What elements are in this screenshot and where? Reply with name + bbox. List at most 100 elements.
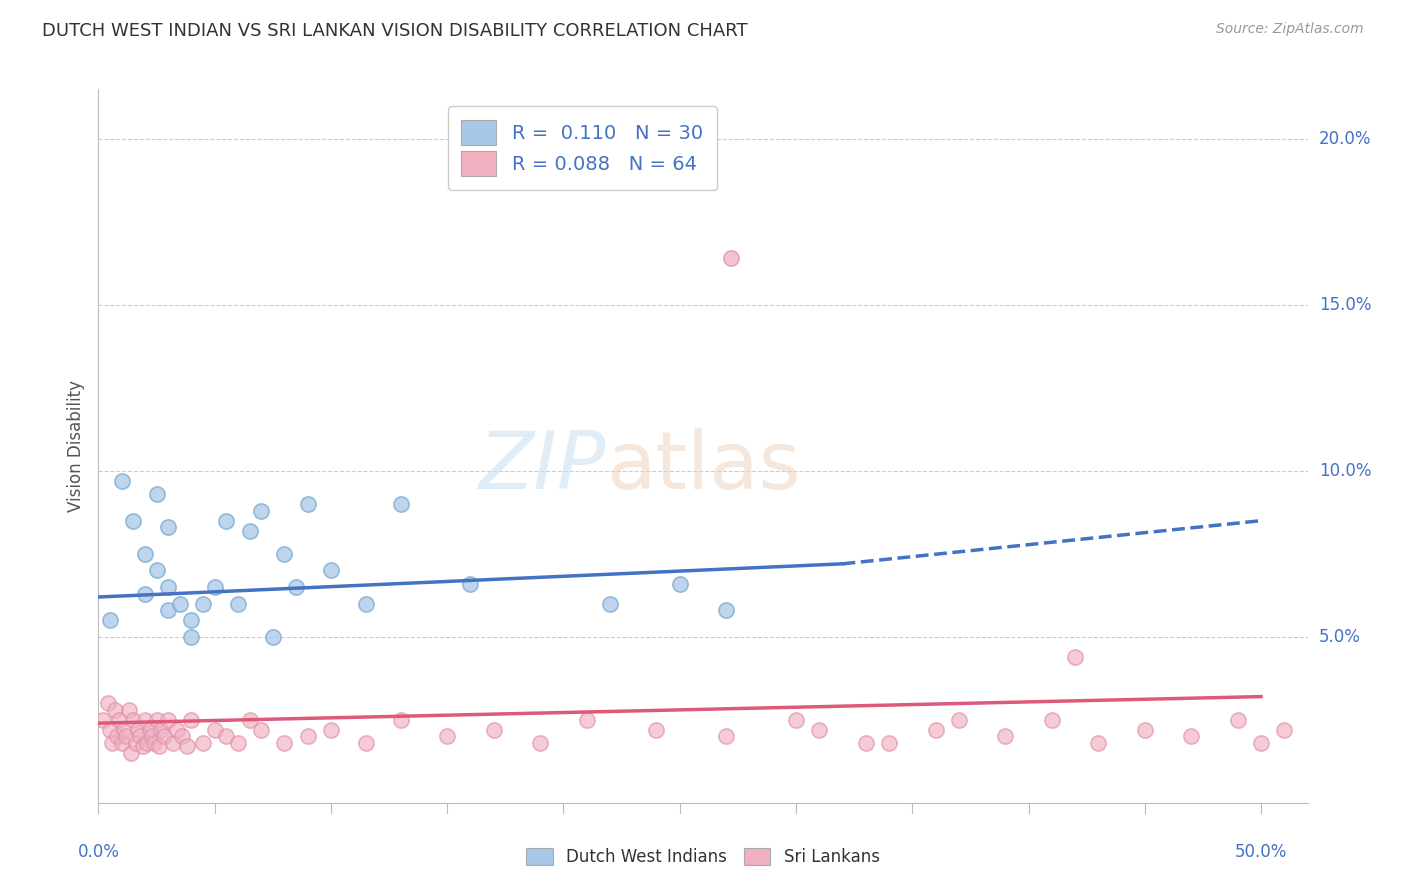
Point [148, 739, 170, 754]
Text: atlas: atlas [606, 428, 800, 507]
Point [354, 597, 377, 611]
Point [124, 736, 146, 750]
Point [191, 597, 214, 611]
Point [134, 587, 156, 601]
Point [1040, 713, 1063, 727]
Point [162, 736, 184, 750]
Text: DUTCH WEST INDIAN VS SRI LANKAN VISION DISABILITY CORRELATION CHART: DUTCH WEST INDIAN VS SRI LANKAN VISION D… [42, 22, 748, 40]
Point [668, 576, 690, 591]
Point [273, 547, 295, 561]
Point [157, 580, 180, 594]
Point [1272, 723, 1295, 737]
Point [226, 736, 249, 750]
Point [436, 730, 458, 744]
Point [91, 713, 114, 727]
Point [262, 630, 284, 644]
Point [98, 613, 121, 627]
Text: ZIP: ZIP [479, 428, 606, 507]
Point [180, 713, 202, 727]
Point [166, 723, 188, 737]
Point [785, 713, 807, 727]
Point [389, 497, 412, 511]
Point [460, 576, 482, 591]
Point [645, 723, 668, 737]
Point [108, 713, 131, 727]
Point [716, 603, 738, 617]
Point [134, 713, 156, 727]
Text: 20.0%: 20.0% [1319, 130, 1372, 148]
Point [143, 736, 166, 750]
Y-axis label: Vision Disability: Vision Disability [66, 380, 84, 512]
Point [157, 520, 180, 534]
Point [877, 736, 900, 750]
Point [226, 597, 249, 611]
Point [215, 514, 238, 528]
Point [575, 713, 598, 727]
Point [924, 723, 946, 737]
Point [239, 524, 262, 538]
Point [118, 703, 141, 717]
Point [354, 736, 377, 750]
Point [599, 597, 621, 611]
Text: 0.0%: 0.0% [77, 843, 120, 861]
Point [1087, 736, 1109, 750]
Point [129, 730, 152, 744]
Point [204, 580, 226, 594]
Point [1226, 713, 1249, 727]
Point [808, 723, 831, 737]
Point [111, 474, 134, 488]
Point [141, 730, 163, 744]
Point [150, 723, 173, 737]
Text: 5.0%: 5.0% [1319, 628, 1361, 646]
Point [111, 736, 134, 750]
Point [250, 723, 273, 737]
Point [138, 723, 160, 737]
Point [239, 713, 262, 727]
Point [112, 723, 135, 737]
Point [169, 597, 191, 611]
Point [104, 703, 127, 717]
Point [273, 736, 295, 750]
Point [145, 713, 167, 727]
Point [136, 736, 159, 750]
Point [297, 497, 319, 511]
Legend: Dutch West Indians, Sri Lankans: Dutch West Indians, Sri Lankans [520, 841, 886, 873]
Point [134, 547, 156, 561]
Point [98, 723, 121, 737]
Point [122, 514, 145, 528]
Point [191, 736, 214, 750]
Point [994, 730, 1017, 744]
Point [948, 713, 970, 727]
Point [176, 739, 198, 754]
Point [1180, 730, 1202, 744]
Point [319, 723, 342, 737]
Point [285, 580, 308, 594]
Text: 50.0%: 50.0% [1234, 843, 1288, 861]
Point [115, 730, 138, 744]
Point [529, 736, 551, 750]
Point [319, 564, 342, 578]
Point [157, 713, 180, 727]
Point [1250, 736, 1272, 750]
Point [389, 713, 412, 727]
Point [180, 630, 202, 644]
Point [215, 730, 238, 744]
Point [127, 723, 149, 737]
Point [716, 730, 738, 744]
Text: 10.0%: 10.0% [1319, 462, 1372, 480]
Point [855, 736, 877, 750]
Point [105, 730, 128, 744]
Point [204, 723, 226, 737]
Point [122, 713, 145, 727]
Point [720, 252, 742, 266]
Point [152, 730, 174, 744]
Point [172, 730, 194, 744]
Text: Source: ZipAtlas.com: Source: ZipAtlas.com [1216, 22, 1364, 37]
Text: 15.0%: 15.0% [1319, 296, 1372, 314]
Point [1064, 649, 1087, 664]
Point [1133, 723, 1156, 737]
Point [297, 730, 319, 744]
Point [131, 739, 153, 754]
Point [250, 504, 273, 518]
Point [180, 613, 202, 627]
